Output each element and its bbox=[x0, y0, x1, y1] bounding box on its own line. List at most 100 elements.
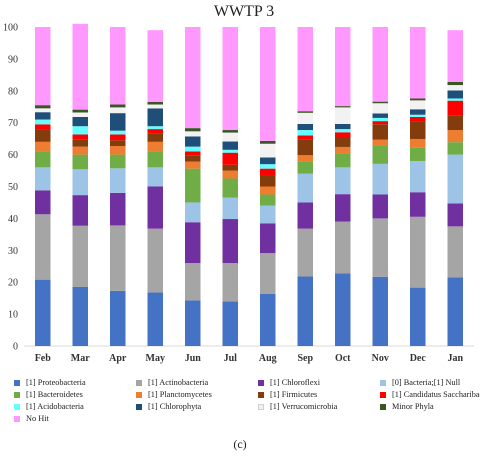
stacked-bar-chart: WWTP 3 0 10 20 30 40 50 60 70 80 90 100 Feb Mar Apr M… bbox=[3, 3, 474, 364]
bar-segment bbox=[447, 100, 463, 116]
bar-segment bbox=[35, 119, 51, 125]
legend-label: [0] Bacteria;[1] Null bbox=[392, 378, 461, 387]
bar-segment bbox=[260, 186, 276, 195]
legend-item: [1] Proteobacteria bbox=[14, 378, 132, 387]
bar-segment bbox=[72, 109, 88, 113]
bar-segment bbox=[297, 135, 313, 140]
bar-segment bbox=[222, 170, 238, 179]
bar-segment bbox=[72, 116, 88, 127]
bar-segment bbox=[260, 143, 276, 158]
bar-segment bbox=[222, 141, 238, 150]
legend-item: [0] Bacteria;[1] Null bbox=[380, 378, 480, 387]
legend-item: No Hit bbox=[14, 414, 132, 423]
bar-segment bbox=[447, 115, 463, 131]
bar-segment bbox=[147, 151, 163, 168]
bar-segment bbox=[297, 27, 313, 112]
chart-title: WWTP 3 bbox=[214, 3, 274, 20]
bar-segment bbox=[260, 194, 276, 206]
bar-segment bbox=[147, 167, 163, 187]
bar-segment bbox=[110, 168, 126, 193]
bar-segment bbox=[185, 136, 201, 147]
legend-label: [1] Candidatus Saccharibacteria bbox=[392, 390, 480, 399]
bar-segment bbox=[147, 104, 163, 109]
bar-segment bbox=[110, 290, 126, 346]
bar-segment bbox=[110, 134, 126, 141]
bar-segment bbox=[222, 197, 238, 220]
bar-segment bbox=[222, 130, 238, 133]
bar-segment bbox=[260, 294, 276, 346]
legend-label: [1] Bacteroidetes bbox=[26, 390, 83, 399]
bar-segment bbox=[35, 105, 51, 109]
bar-segment bbox=[335, 107, 351, 124]
bar-segment bbox=[447, 277, 463, 346]
bar-segment bbox=[110, 145, 126, 155]
x-tick-label: Feb bbox=[35, 353, 52, 364]
bar-segment bbox=[410, 216, 426, 288]
bar-segment bbox=[335, 27, 351, 107]
bar-segment bbox=[410, 287, 426, 346]
bar-segment bbox=[147, 101, 163, 105]
legend-swatch bbox=[14, 379, 20, 386]
bar-segment bbox=[410, 98, 426, 101]
legend-label: [1] Planctomycetes bbox=[148, 390, 212, 399]
bar-segment bbox=[372, 117, 388, 122]
bar-segment bbox=[372, 194, 388, 219]
bar-segment bbox=[297, 202, 313, 229]
bar-segment bbox=[410, 147, 426, 161]
legend-swatch bbox=[14, 415, 20, 422]
bar-segment bbox=[335, 123, 351, 130]
bar-segment bbox=[147, 186, 163, 229]
bar-segment bbox=[185, 155, 201, 162]
y-tick-label: 90 bbox=[8, 54, 18, 65]
y-axis: 0 10 20 30 40 50 60 70 80 90 100 bbox=[3, 23, 474, 353]
bar-segment bbox=[372, 218, 388, 277]
bar-segment bbox=[372, 276, 388, 346]
bar-segment bbox=[110, 154, 126, 169]
bar-segment bbox=[297, 161, 313, 174]
bar-segment bbox=[72, 286, 88, 346]
bar-segment bbox=[447, 85, 463, 91]
bar-segment bbox=[260, 253, 276, 295]
legend-label: [1] Chloroflexi bbox=[270, 378, 321, 387]
bar-segment bbox=[72, 112, 88, 117]
bar-segment bbox=[222, 164, 238, 171]
bar-segment bbox=[297, 123, 313, 131]
bar-segment bbox=[35, 151, 51, 168]
bar-segment bbox=[297, 228, 313, 277]
bar-segment bbox=[185, 131, 201, 137]
legend-item: Minor Phyla bbox=[380, 402, 480, 411]
bar-segment bbox=[72, 154, 88, 170]
bar-segment bbox=[447, 226, 463, 278]
y-tick-label: 80 bbox=[8, 86, 18, 97]
bar-segment bbox=[260, 205, 276, 224]
bar-segment bbox=[260, 168, 276, 176]
bar-segment bbox=[35, 129, 51, 142]
legend-item: [1] Firmicutes bbox=[258, 390, 376, 399]
bar-segment bbox=[222, 219, 238, 264]
legend-swatch bbox=[136, 379, 142, 386]
bar-segment bbox=[297, 130, 313, 136]
bar-segment bbox=[447, 90, 463, 99]
x-tick-label: Sep bbox=[297, 353, 313, 364]
legend-label: Minor Phyla bbox=[392, 402, 434, 411]
bar-segment bbox=[335, 273, 351, 346]
legend-label: [1] Acidobacteria bbox=[26, 402, 84, 411]
legend: [1] Proteobacteria [1] Actinobacteria [1] … bbox=[14, 378, 480, 423]
legend-item: [1] Verrucomicrobia bbox=[258, 402, 376, 411]
bar-segment bbox=[222, 301, 238, 346]
bar-segment bbox=[410, 138, 426, 148]
legend-item: [1] Acidobacteria bbox=[14, 402, 132, 411]
bar-segment bbox=[110, 140, 126, 146]
legend-item: [1] Bacteroidetes bbox=[14, 390, 132, 399]
bar-segment bbox=[147, 133, 163, 142]
bar-segment bbox=[335, 138, 351, 147]
legend-label: [1] Proteobacteria bbox=[26, 378, 86, 387]
bar-segment bbox=[185, 161, 201, 169]
y-tick-label: 50 bbox=[8, 182, 18, 193]
x-axis: Feb Mar Apr May Jun Jul Aug Sep Oct Nov Dec Jan bbox=[35, 353, 464, 364]
bar-segment bbox=[35, 167, 51, 191]
bar-segment bbox=[335, 194, 351, 222]
bar-segment bbox=[72, 126, 88, 135]
legend-label: [1] Chlorophyta bbox=[148, 402, 202, 411]
legend-swatch bbox=[380, 403, 386, 410]
